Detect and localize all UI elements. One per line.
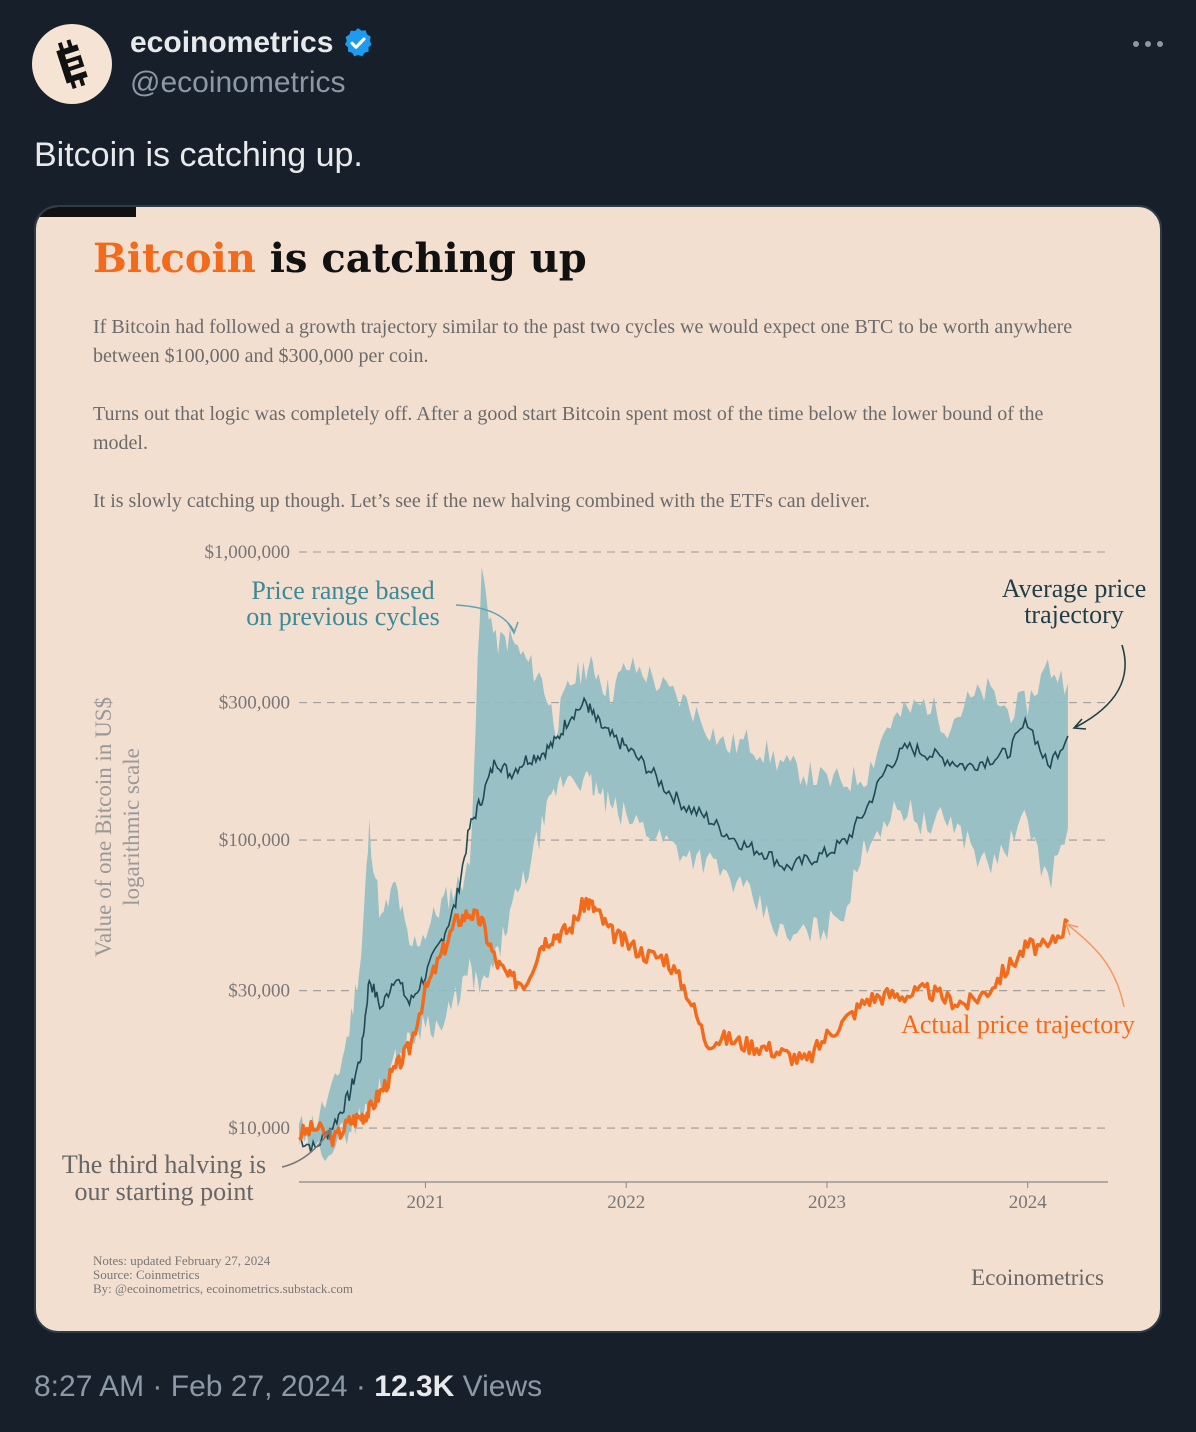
views-label: Views	[462, 1370, 543, 1403]
notes-line: Notes: updated February 27, 2024	[93, 1253, 271, 1268]
more-options-button[interactable]	[1128, 24, 1168, 64]
x-tick-label: 2023	[808, 1192, 846, 1213]
y-tick-label: $10,000	[228, 1118, 290, 1139]
price-range-area	[299, 567, 1068, 1162]
chart-brand: Ecoinometrics	[971, 1265, 1104, 1290]
more-options-icon	[1133, 41, 1163, 47]
notes-line: By: @ecoinometrics, ecoinometrics.substa…	[93, 1281, 353, 1296]
halving-annotation-line: The third halving is	[62, 1150, 266, 1179]
average-annotation-line: Average price	[1002, 574, 1147, 603]
y-axis-title-line: logarithmic scale	[119, 748, 144, 906]
description-paragraph: If Bitcoin had followed a growth traject…	[93, 316, 1073, 367]
separator: ·	[355, 1370, 366, 1403]
halving-annotation-line: our starting point	[74, 1177, 254, 1206]
halving-annotation-arrow	[281, 1130, 331, 1168]
card-top-tab	[36, 207, 136, 217]
verified-badge-icon	[345, 28, 373, 57]
actual-annotation: Actual price trajectory	[901, 1010, 1135, 1039]
y-tick-label: $30,000	[228, 981, 290, 1002]
description-paragraph: Turns out that logic was completely off.…	[93, 403, 1044, 454]
title-rest: is catching up	[255, 235, 587, 282]
ecoinometrics-logo-icon	[56, 39, 88, 89]
chart-title: Bitcoin is catching up	[93, 235, 587, 282]
author-name-row: ecoinometrics	[130, 26, 375, 60]
range-annotation-line: on previous cycles	[246, 602, 440, 631]
y-tick-labels: $10,000 $30,000 $100,000 $300,000 $1,000,000	[205, 542, 291, 1139]
halving-arrow-head	[321, 1127, 333, 1141]
tweet-date[interactable]: Feb 27, 2024	[170, 1370, 348, 1403]
y-tick-label: $300,000	[219, 693, 290, 714]
notes-line: Source: Coinmetrics	[93, 1267, 200, 1282]
x-tick-label: 2024	[1009, 1192, 1048, 1213]
chart-description: If Bitcoin had followed a growth traject…	[93, 313, 1083, 545]
average-arrow-head	[1072, 718, 1087, 730]
chart: $10,000 $30,000 $100,000 $300,000 $1,000,000…	[62, 542, 1147, 1213]
average-annotation-line: trajectory	[1024, 600, 1124, 629]
description-paragraph: It is slowly catching up though. Let’s s…	[93, 490, 871, 512]
average-annotation-arrow	[1075, 644, 1126, 728]
tweet-metadata: 8:27 AM · Feb 27, 2024 · 12.3K Views	[34, 1370, 542, 1404]
y-axis-title-line: Value of one Bitcoin in US$	[91, 697, 116, 957]
tweet-time[interactable]: 8:27 AM	[34, 1370, 145, 1403]
average-price-line	[298, 696, 1069, 1153]
tweet-media-image[interactable]: Bitcoin is catching up If Bitcoin had fo…	[34, 205, 1162, 1333]
x-ticks: 2021 2022 2023 2024	[406, 1182, 1047, 1213]
actual-arrow-head	[1064, 922, 1079, 936]
display-name[interactable]: ecoinometrics	[130, 26, 334, 59]
y-axis-title: Value of one Bitcoin in US$ logarithmic …	[91, 697, 144, 957]
y-tick-label: $100,000	[219, 830, 290, 851]
handle[interactable]: @ecoinometrics	[130, 66, 346, 99]
x-tick-label: 2022	[607, 1192, 645, 1213]
actual-annotation-arrow	[1067, 924, 1125, 1008]
separator: ·	[152, 1370, 163, 1403]
range-annotation-arrow	[455, 604, 515, 632]
chart-notes: Notes: updated February 27, 2024 Source:…	[93, 1254, 353, 1296]
title-highlight: Bitcoin	[93, 235, 256, 282]
avatar[interactable]	[32, 24, 112, 104]
range-annotation-line: Price range based	[251, 576, 434, 605]
views-count: 12.3K	[374, 1370, 455, 1403]
x-tick-label: 2021	[406, 1192, 444, 1213]
actual-price-line	[298, 896, 1069, 1148]
y-tick-label: $1,000,000	[205, 542, 291, 563]
range-arrow-head	[507, 621, 519, 635]
tweet-text: Bitcoin is catching up.	[34, 136, 363, 174]
